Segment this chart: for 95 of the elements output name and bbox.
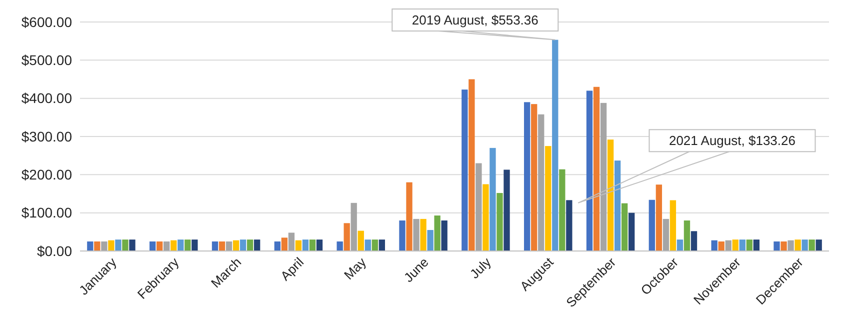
bar <box>566 200 572 251</box>
bar <box>648 200 656 251</box>
y-tick-label: $200.00 <box>21 166 72 183</box>
bar <box>753 240 760 251</box>
bar <box>690 231 698 251</box>
bar <box>281 238 288 251</box>
bar <box>552 40 558 251</box>
bar <box>656 184 662 251</box>
bar <box>496 192 503 251</box>
bar <box>794 240 801 251</box>
bar <box>441 220 448 251</box>
bar <box>378 240 385 251</box>
bar <box>711 240 718 251</box>
bar <box>531 104 538 251</box>
bar <box>406 182 412 251</box>
bar <box>344 223 350 251</box>
bar <box>593 86 600 251</box>
bar <box>336 241 343 251</box>
bar <box>101 241 108 251</box>
bar <box>364 240 371 251</box>
bar <box>524 102 530 251</box>
y-tick-label: $0.00 <box>36 242 72 259</box>
bar <box>108 240 114 251</box>
bar <box>212 241 218 251</box>
bar <box>607 140 614 251</box>
bar <box>802 240 808 251</box>
bar <box>538 114 544 251</box>
bar <box>184 240 191 251</box>
bar <box>725 240 732 251</box>
bar <box>476 163 482 251</box>
bar <box>170 240 177 251</box>
bar <box>246 240 254 251</box>
bar <box>614 160 621 251</box>
bar <box>662 218 670 251</box>
bar <box>482 184 489 251</box>
bar <box>232 240 240 251</box>
bar <box>427 230 434 251</box>
bar <box>545 146 552 251</box>
bar <box>628 212 635 251</box>
bar <box>676 240 684 251</box>
bar <box>670 200 676 251</box>
bar <box>164 241 170 251</box>
bar <box>468 79 475 251</box>
bar <box>434 216 440 251</box>
bar <box>746 240 752 251</box>
bar <box>226 241 232 251</box>
bar <box>150 241 156 251</box>
bar <box>94 241 100 251</box>
bar <box>309 240 316 251</box>
bar <box>684 220 690 251</box>
bar <box>316 240 323 251</box>
bar <box>358 230 364 251</box>
bar <box>350 202 357 251</box>
bar <box>192 240 198 251</box>
bar <box>788 240 794 251</box>
bar <box>178 240 184 251</box>
bar <box>302 240 309 251</box>
bar <box>621 203 628 251</box>
bar <box>372 240 378 251</box>
bar <box>295 240 302 251</box>
bar <box>399 220 406 251</box>
bar <box>420 218 426 251</box>
bar <box>413 218 420 251</box>
bar <box>218 241 226 251</box>
bar <box>816 240 822 251</box>
bar <box>122 240 128 251</box>
bar <box>808 240 815 251</box>
bar <box>462 90 468 251</box>
bar <box>115 240 122 251</box>
y-tick-label: $400.00 <box>21 90 72 106</box>
y-tick-label: $500.00 <box>21 52 72 68</box>
bar <box>774 241 780 251</box>
bar <box>254 240 260 251</box>
bar <box>156 241 163 251</box>
bar <box>274 241 281 251</box>
bar <box>240 240 246 251</box>
bar <box>780 241 787 251</box>
bar <box>87 241 94 251</box>
annotation: 2021 August, $133.26 <box>668 133 796 148</box>
bar <box>586 90 593 251</box>
bar <box>559 169 566 251</box>
bar <box>129 240 136 251</box>
y-tick-label: $100.00 <box>21 204 72 221</box>
y-tick-label: $300.00 <box>21 128 72 144</box>
annotation: 2019 August, $553.36 <box>412 12 538 28</box>
bar <box>504 170 510 251</box>
bar <box>600 102 607 251</box>
x-tick-label: July <box>466 254 494 282</box>
bar <box>718 241 724 251</box>
bar <box>732 240 738 251</box>
bar <box>739 240 746 251</box>
bar <box>288 232 295 251</box>
x-tick-label: May <box>341 254 370 282</box>
bar <box>490 148 496 251</box>
y-tick-label: $600.00 <box>21 14 72 30</box>
